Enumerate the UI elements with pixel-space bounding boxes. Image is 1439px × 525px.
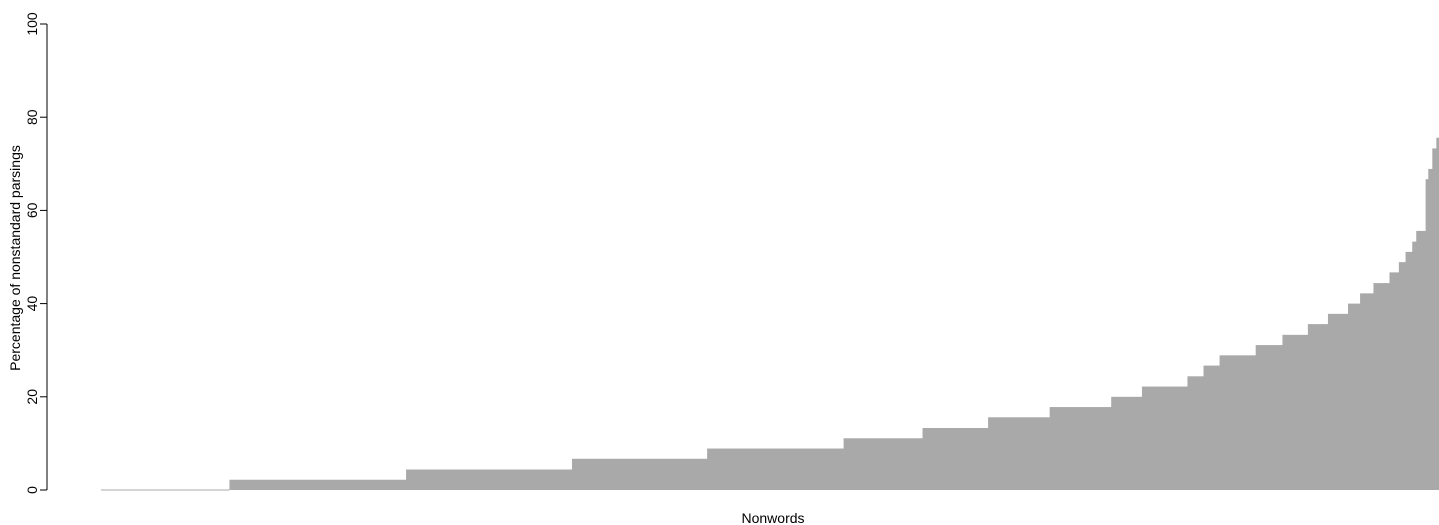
step-bar-6	[922, 428, 989, 490]
step-bar-18	[1348, 303, 1361, 490]
y-tick-label-60: 60	[24, 202, 40, 218]
step-bar-20	[1373, 283, 1390, 490]
step-bar-28	[1432, 148, 1437, 490]
step-bar-17	[1327, 313, 1349, 490]
y-tick-label-20: 20	[24, 389, 40, 405]
step-bar-14	[1255, 345, 1283, 490]
step-bar-1	[229, 479, 407, 490]
step-bar-26	[1425, 179, 1429, 491]
step-bar-15	[1282, 334, 1309, 490]
y-tick-label-80: 80	[24, 109, 40, 125]
step-bar-19	[1360, 293, 1374, 490]
y-tick-label-0: 0	[24, 486, 40, 494]
step-bar-24	[1412, 241, 1417, 490]
y-axis-title: Percentage of nonstandard parsings	[7, 145, 23, 371]
step-bar-23	[1405, 251, 1413, 490]
y-axis: 0 20 40 60 80 100	[24, 12, 48, 494]
step-bar-29	[1436, 137, 1439, 491]
step-bar-9	[1111, 396, 1143, 490]
step-bar-7	[988, 417, 1050, 490]
step-bar-25	[1416, 230, 1426, 491]
step-bar-21	[1389, 272, 1400, 490]
step-bar-11	[1187, 376, 1204, 490]
step-bar-27	[1428, 168, 1433, 490]
step-bar-4	[707, 448, 844, 490]
step-bar-16	[1307, 324, 1329, 490]
step-bar-2	[406, 469, 573, 490]
step-bar-12	[1203, 365, 1220, 490]
step-bar-5	[843, 438, 923, 490]
y-tick-label-40: 40	[24, 296, 40, 312]
step-bar-22	[1398, 262, 1406, 490]
step-bar-8	[1049, 407, 1112, 490]
step-bar-10	[1141, 386, 1188, 490]
step-bar-3	[571, 458, 708, 490]
step-bar-13	[1219, 355, 1256, 490]
y-tick-label-100: 100	[24, 12, 40, 36]
x-axis-title: Nonwords	[741, 510, 804, 525]
plot-area	[101, 137, 1439, 491]
